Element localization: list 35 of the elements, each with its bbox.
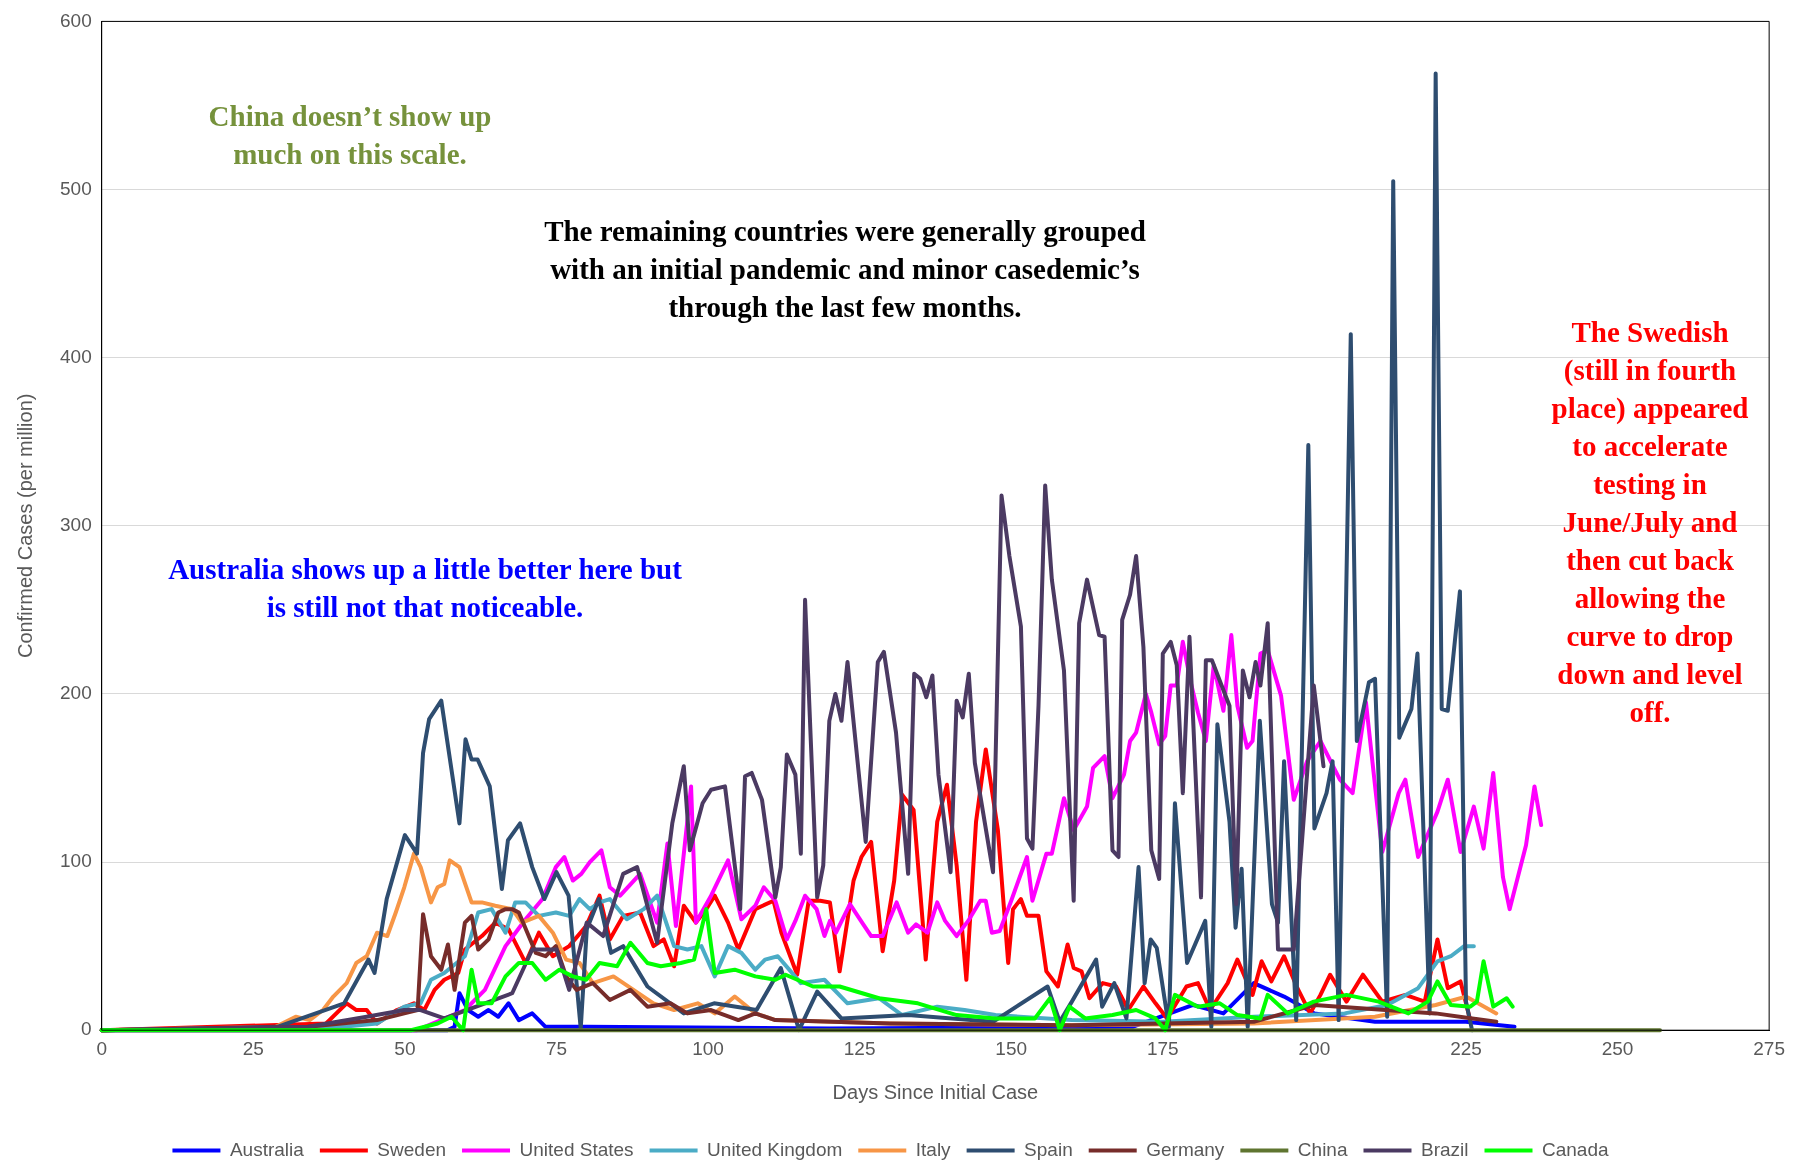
x-tick-label: 225 xyxy=(1450,1037,1482,1059)
y-tick-label: 200 xyxy=(60,682,92,704)
x-tick-label: 250 xyxy=(1601,1037,1634,1059)
legend-label: China xyxy=(1297,1138,1348,1160)
x-tick-label: 25 xyxy=(242,1037,264,1059)
y-tick-label: 500 xyxy=(60,177,92,199)
legend-label: Spain xyxy=(1024,1138,1073,1160)
x-axis-title: Days Since Initial Case xyxy=(832,1080,1039,1103)
x-tick-label: 175 xyxy=(1146,1037,1179,1059)
legend-label: Sweden xyxy=(377,1138,447,1160)
legend-label: Australia xyxy=(229,1138,305,1160)
x-tick-label: 100 xyxy=(692,1037,724,1059)
x-tick-label: 50 xyxy=(394,1037,416,1059)
x-tick-label: 200 xyxy=(1298,1037,1331,1059)
legend-label: Canada xyxy=(1542,1138,1609,1160)
annotation: China doesn’t show up much on this scale. xyxy=(207,99,493,172)
y-axis-title: Confirmed Cases (per million) xyxy=(13,393,36,659)
x-tick-label: 0 xyxy=(96,1037,107,1059)
x-tick-label: 75 xyxy=(545,1037,568,1059)
legend-label: Italy xyxy=(915,1138,952,1160)
y-tick-label: 100 xyxy=(60,850,92,872)
text: The Swedish (still in fourth place) appeared to accelerate testing in June/July and then cut back allowing the curve to drop down and level off. xyxy=(1551,316,1749,728)
legend-label: Brazil xyxy=(1421,1138,1469,1160)
y-tick-label: 0 xyxy=(81,1018,92,1040)
y-tick-label: 300 xyxy=(60,514,92,536)
legend-label: United Kingdom xyxy=(707,1138,843,1160)
y-tick-label: 600 xyxy=(60,9,92,31)
x-tick-label: 275 xyxy=(1753,1037,1785,1059)
legend-label: Germany xyxy=(1146,1138,1225,1160)
x-tick-label: 125 xyxy=(843,1037,876,1059)
annotation: The remaining countries were generally grouped with an initial pandemic and minor casedemic’s through the last few months. xyxy=(543,214,1147,325)
x-tick-label: 150 xyxy=(995,1037,1028,1059)
annotation: Australia shows up a little better here but is still not that noticeable. xyxy=(167,552,683,625)
legend-label: United States xyxy=(519,1138,634,1160)
y-tick-label: 400 xyxy=(60,345,92,367)
